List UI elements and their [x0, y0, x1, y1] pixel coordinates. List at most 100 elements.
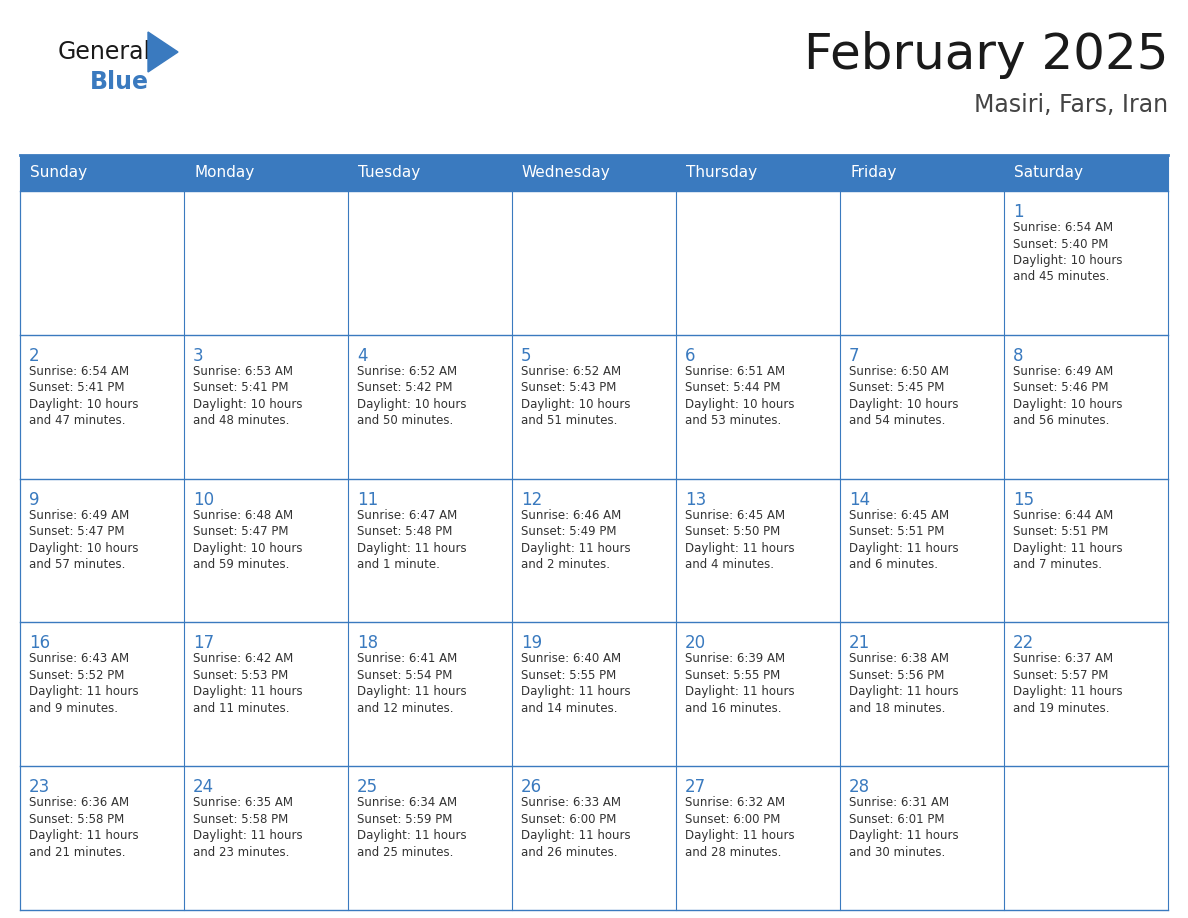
- Text: Sunset: 5:47 PM: Sunset: 5:47 PM: [192, 525, 289, 538]
- Text: Daylight: 10 hours: Daylight: 10 hours: [192, 542, 303, 554]
- Text: 12: 12: [522, 490, 542, 509]
- Text: and 28 minutes.: and 28 minutes.: [685, 845, 782, 858]
- Text: Sunset: 6:00 PM: Sunset: 6:00 PM: [522, 812, 617, 825]
- Text: Daylight: 10 hours: Daylight: 10 hours: [1013, 254, 1123, 267]
- Text: and 47 minutes.: and 47 minutes.: [29, 414, 126, 427]
- Text: Sunset: 5:48 PM: Sunset: 5:48 PM: [358, 525, 453, 538]
- Text: Daylight: 11 hours: Daylight: 11 hours: [849, 829, 959, 842]
- Text: February 2025: February 2025: [803, 31, 1168, 79]
- Text: Daylight: 10 hours: Daylight: 10 hours: [685, 397, 795, 410]
- Text: Sunrise: 6:47 AM: Sunrise: 6:47 AM: [358, 509, 457, 521]
- Text: Sunrise: 6:32 AM: Sunrise: 6:32 AM: [685, 796, 785, 809]
- Bar: [1004, 767, 1168, 910]
- Bar: [348, 767, 512, 910]
- Text: Daylight: 11 hours: Daylight: 11 hours: [522, 829, 631, 842]
- Bar: [676, 478, 840, 622]
- Bar: [840, 191, 1004, 335]
- Text: Sunrise: 6:43 AM: Sunrise: 6:43 AM: [29, 653, 129, 666]
- Text: Sunrise: 6:54 AM: Sunrise: 6:54 AM: [1013, 221, 1113, 234]
- Text: 27: 27: [685, 778, 706, 796]
- Text: Daylight: 11 hours: Daylight: 11 hours: [685, 542, 795, 554]
- Text: 15: 15: [1013, 490, 1034, 509]
- Text: Sunset: 5:57 PM: Sunset: 5:57 PM: [1013, 669, 1108, 682]
- Text: and 30 minutes.: and 30 minutes.: [849, 845, 946, 858]
- Text: Daylight: 11 hours: Daylight: 11 hours: [522, 686, 631, 699]
- Text: Sunset: 5:56 PM: Sunset: 5:56 PM: [849, 669, 944, 682]
- Text: Thursday: Thursday: [685, 165, 757, 181]
- Text: General: General: [58, 40, 151, 64]
- Text: 22: 22: [1013, 634, 1035, 653]
- Text: Sunset: 5:58 PM: Sunset: 5:58 PM: [192, 812, 289, 825]
- Text: Sunset: 5:40 PM: Sunset: 5:40 PM: [1013, 238, 1108, 251]
- Bar: [840, 478, 1004, 622]
- Text: Daylight: 11 hours: Daylight: 11 hours: [192, 829, 303, 842]
- Text: 5: 5: [522, 347, 531, 364]
- Text: Sunset: 5:54 PM: Sunset: 5:54 PM: [358, 669, 453, 682]
- Text: Sunrise: 6:45 AM: Sunrise: 6:45 AM: [685, 509, 785, 521]
- Text: and 59 minutes.: and 59 minutes.: [192, 558, 290, 571]
- Text: Wednesday: Wednesday: [522, 165, 611, 181]
- Polygon shape: [148, 32, 178, 72]
- Text: Sunrise: 6:33 AM: Sunrise: 6:33 AM: [522, 796, 621, 809]
- Text: and 45 minutes.: and 45 minutes.: [1013, 271, 1110, 284]
- Text: Sunrise: 6:40 AM: Sunrise: 6:40 AM: [522, 653, 621, 666]
- Bar: [1004, 191, 1168, 335]
- Text: 21: 21: [849, 634, 871, 653]
- Text: 6: 6: [685, 347, 695, 364]
- Text: Daylight: 10 hours: Daylight: 10 hours: [192, 397, 303, 410]
- Text: and 16 minutes.: and 16 minutes.: [685, 702, 782, 715]
- Text: Sunrise: 6:48 AM: Sunrise: 6:48 AM: [192, 509, 293, 521]
- Text: and 12 minutes.: and 12 minutes.: [358, 702, 454, 715]
- Text: Daylight: 11 hours: Daylight: 11 hours: [685, 686, 795, 699]
- Text: Daylight: 11 hours: Daylight: 11 hours: [685, 829, 795, 842]
- Text: and 53 minutes.: and 53 minutes.: [685, 414, 782, 427]
- Text: Sunset: 5:45 PM: Sunset: 5:45 PM: [849, 381, 944, 395]
- Text: Sunset: 5:51 PM: Sunset: 5:51 PM: [1013, 525, 1108, 538]
- Text: Sunrise: 6:39 AM: Sunrise: 6:39 AM: [685, 653, 785, 666]
- Bar: [676, 767, 840, 910]
- Text: Sunrise: 6:52 AM: Sunrise: 6:52 AM: [358, 364, 457, 378]
- Text: Sunrise: 6:50 AM: Sunrise: 6:50 AM: [849, 364, 949, 378]
- Bar: [184, 767, 348, 910]
- Text: 2: 2: [29, 347, 39, 364]
- Text: 28: 28: [849, 778, 870, 796]
- Text: and 50 minutes.: and 50 minutes.: [358, 414, 454, 427]
- Text: Sunrise: 6:52 AM: Sunrise: 6:52 AM: [522, 364, 621, 378]
- Text: Sunset: 5:47 PM: Sunset: 5:47 PM: [29, 525, 125, 538]
- Text: Daylight: 11 hours: Daylight: 11 hours: [358, 686, 467, 699]
- Text: 11: 11: [358, 490, 378, 509]
- Text: Sunrise: 6:45 AM: Sunrise: 6:45 AM: [849, 509, 949, 521]
- Bar: [840, 335, 1004, 478]
- Text: Sunrise: 6:35 AM: Sunrise: 6:35 AM: [192, 796, 293, 809]
- Text: Sunrise: 6:37 AM: Sunrise: 6:37 AM: [1013, 653, 1113, 666]
- Text: Daylight: 11 hours: Daylight: 11 hours: [522, 542, 631, 554]
- Text: Sunset: 5:49 PM: Sunset: 5:49 PM: [522, 525, 617, 538]
- Text: Sunrise: 6:31 AM: Sunrise: 6:31 AM: [849, 796, 949, 809]
- Text: 10: 10: [192, 490, 214, 509]
- Text: 17: 17: [192, 634, 214, 653]
- Text: and 19 minutes.: and 19 minutes.: [1013, 702, 1110, 715]
- Text: 24: 24: [192, 778, 214, 796]
- Text: Daylight: 11 hours: Daylight: 11 hours: [1013, 686, 1123, 699]
- Text: Sunset: 5:58 PM: Sunset: 5:58 PM: [29, 812, 125, 825]
- Text: Sunset: 5:52 PM: Sunset: 5:52 PM: [29, 669, 125, 682]
- Text: Daylight: 11 hours: Daylight: 11 hours: [1013, 542, 1123, 554]
- Text: 16: 16: [29, 634, 50, 653]
- Text: 26: 26: [522, 778, 542, 796]
- Text: 18: 18: [358, 634, 378, 653]
- Text: and 9 minutes.: and 9 minutes.: [29, 702, 118, 715]
- Text: Sunrise: 6:38 AM: Sunrise: 6:38 AM: [849, 653, 949, 666]
- Text: Sunrise: 6:46 AM: Sunrise: 6:46 AM: [522, 509, 621, 521]
- Text: Sunset: 5:41 PM: Sunset: 5:41 PM: [192, 381, 289, 395]
- Text: 3: 3: [192, 347, 203, 364]
- Text: 13: 13: [685, 490, 706, 509]
- Bar: [512, 335, 676, 478]
- Text: Saturday: Saturday: [1015, 165, 1083, 181]
- Text: and 23 minutes.: and 23 minutes.: [192, 845, 290, 858]
- Text: Sunday: Sunday: [30, 165, 87, 181]
- Bar: [840, 622, 1004, 767]
- Bar: [184, 335, 348, 478]
- Text: Sunrise: 6:53 AM: Sunrise: 6:53 AM: [192, 364, 293, 378]
- Text: 8: 8: [1013, 347, 1024, 364]
- Text: Sunrise: 6:54 AM: Sunrise: 6:54 AM: [29, 364, 129, 378]
